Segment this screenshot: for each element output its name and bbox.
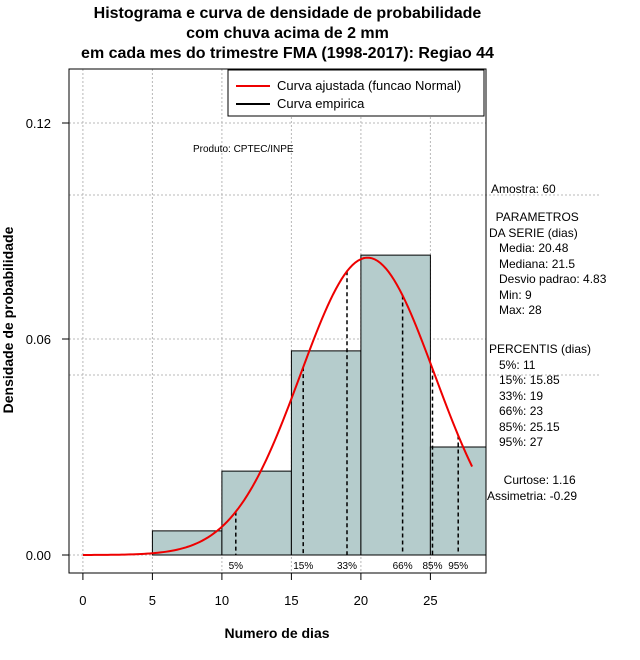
y-tick-label: 0.00 [26, 548, 51, 563]
percentile-label: 66% [393, 561, 413, 572]
x-tick-label: 5 [149, 593, 156, 608]
x-tick-label: 15 [284, 593, 298, 608]
percentile-label: 95% [448, 561, 468, 572]
histogram-bar [360, 254, 431, 556]
percentiles-summary: PERCENTIS (dias) 5%: 11 15%: 15.85 33%: … [489, 342, 592, 449]
shape-statistics: Curtose: 1.16 Assimetria: -0.29 [487, 473, 578, 503]
histogram-bar [221, 470, 292, 556]
product-credit: Produto: CPTEC/INPE [193, 144, 294, 155]
chart-title-line-3: em cada mes do trimestre FMA (1998-2017)… [81, 45, 494, 62]
legend-label-empirical: Curva empirica [277, 96, 365, 111]
percentile-label: 33% [337, 561, 357, 572]
chart-title-line-2: com chuva acima de 2 mm [186, 25, 389, 42]
percentile-label: 15% [293, 561, 313, 572]
series-parameters: PARAMETROS DA SERIE (dias) Media: 20.48 … [489, 210, 607, 317]
percentile-label: 5% [229, 561, 244, 572]
y-axis-title: Densidade de probabilidade [0, 226, 16, 413]
percentile-label: 85% [422, 561, 442, 572]
legend-box [227, 69, 485, 117]
x-tick-label: 0 [79, 593, 86, 608]
histogram-bar [290, 350, 362, 556]
x-tick-label: 10 [215, 593, 229, 608]
y-tick-label: 0.12 [26, 116, 51, 131]
fitted-normal-curve [82, 256, 474, 556]
sample-size: Amostra: 60 [491, 182, 556, 196]
y-tick-label: 0.06 [26, 332, 51, 347]
chart-title-line-1: Histograma e curva de densidade de proba… [93, 5, 482, 22]
x-tick-label: 25 [423, 593, 437, 608]
legend-label-fitted: Curva ajustada (funcao Normal) [277, 78, 462, 93]
x-tick-label: 20 [354, 593, 368, 608]
x-axis-title: Numero de dias [224, 625, 329, 641]
